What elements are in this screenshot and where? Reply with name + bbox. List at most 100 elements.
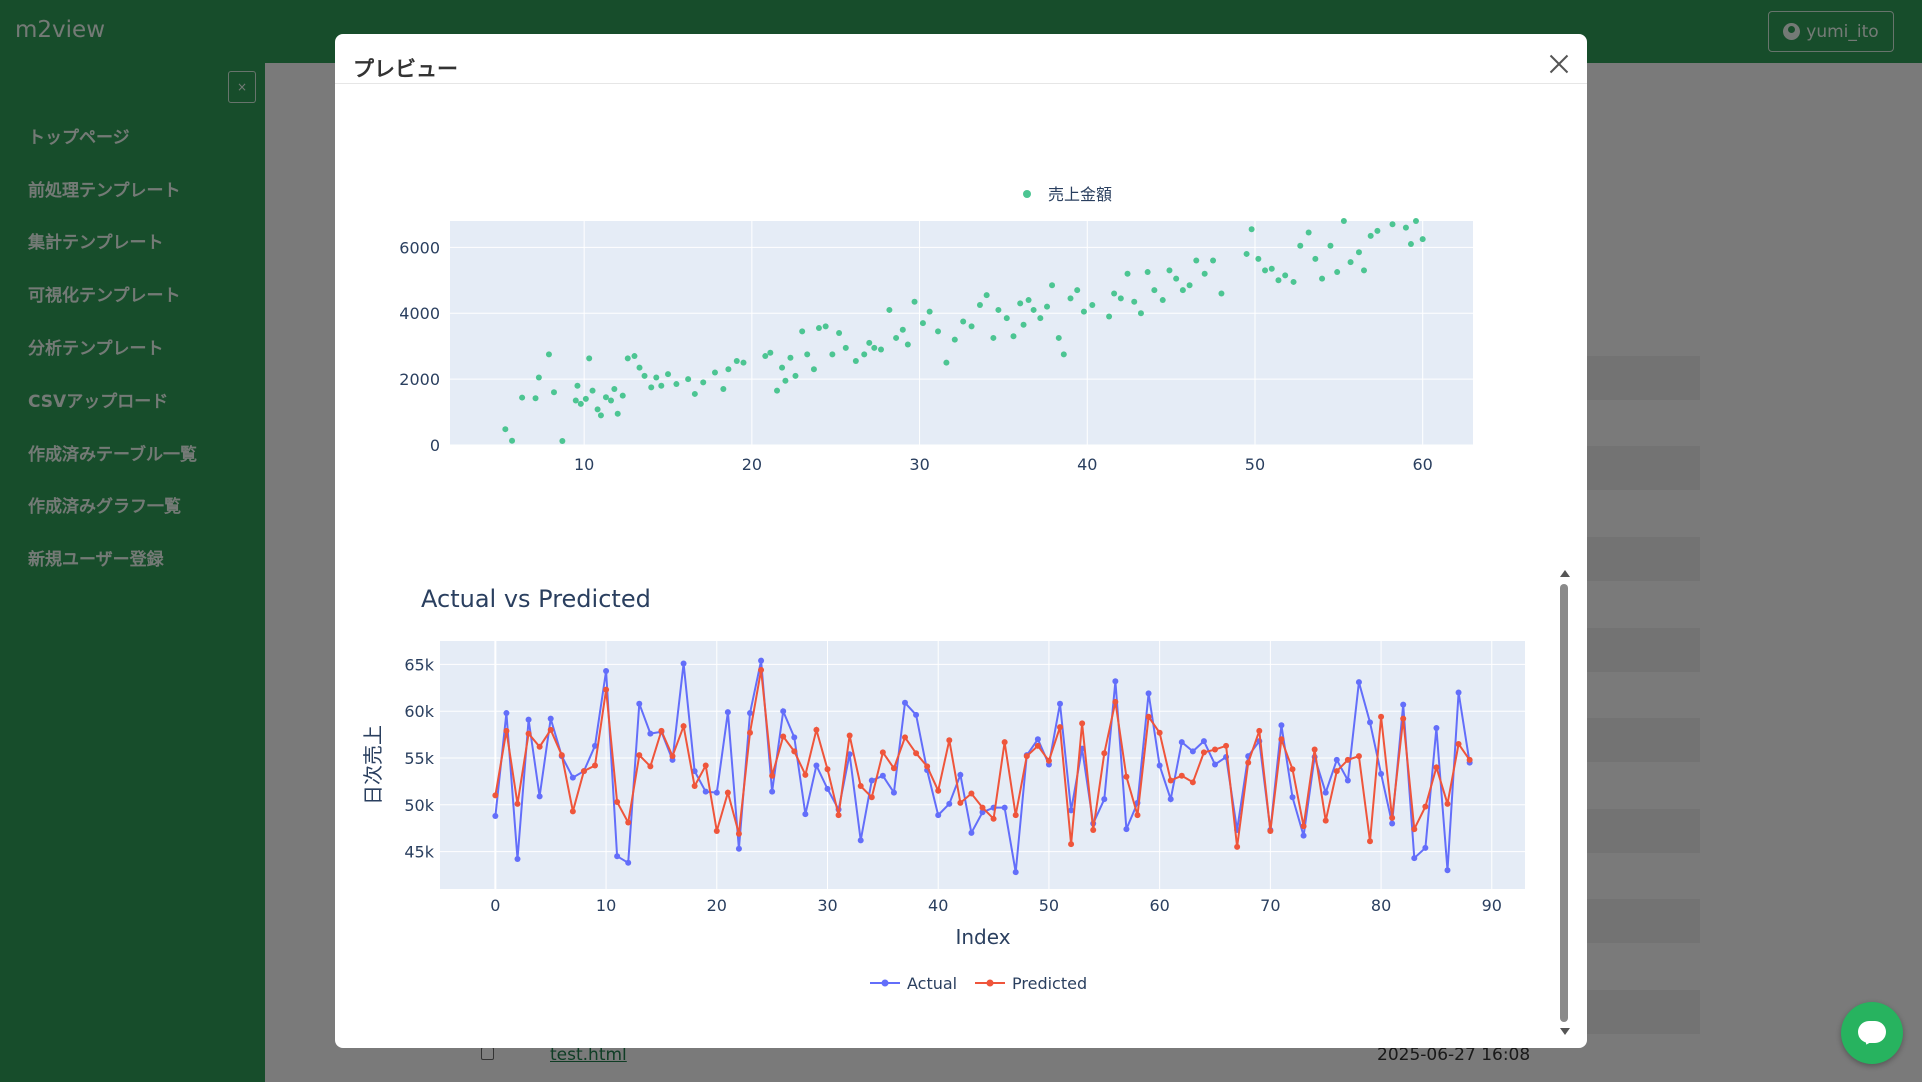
scatter-point — [1334, 269, 1341, 276]
data-point-actual — [824, 785, 831, 792]
data-point-predicted — [658, 727, 665, 734]
x-tick-label: 50 — [1245, 455, 1265, 474]
data-point-actual — [724, 709, 731, 716]
scatter-point — [960, 318, 967, 325]
scatter-point — [1360, 267, 1367, 274]
scatter-point — [1025, 297, 1032, 304]
scatter-point — [1297, 242, 1304, 249]
scatter-legend[interactable]: 売上金額 — [1023, 185, 1112, 204]
scatter-point — [951, 336, 958, 343]
scatter-point — [673, 381, 680, 388]
scatter-point — [990, 334, 997, 341]
data-point-actual — [1411, 855, 1418, 862]
scatter-y-ticks: 0 2000 4000 6000 — [399, 238, 440, 455]
data-point-actual — [614, 853, 621, 860]
data-point-predicted — [747, 729, 753, 736]
data-point-predicted — [1378, 713, 1385, 720]
scatter-point — [1210, 257, 1217, 264]
data-point-actual — [1123, 826, 1130, 833]
scatter-point — [545, 351, 552, 358]
data-point-predicted — [1422, 803, 1429, 810]
data-point-predicted — [592, 762, 598, 769]
data-point-predicted — [857, 783, 864, 790]
scroll-down-arrow-icon[interactable] — [1560, 1028, 1570, 1035]
data-point-actual — [536, 793, 543, 800]
scatter-point — [1044, 303, 1051, 310]
scatter-point — [878, 346, 885, 353]
legend-item-predicted[interactable]: Predicted — [975, 974, 1087, 993]
y-tick-label: 65k — [404, 655, 434, 674]
scatter-point — [810, 366, 817, 373]
scroll-up-arrow-icon[interactable] — [1560, 570, 1570, 577]
data-point-predicted — [1090, 827, 1097, 834]
chat-button[interactable] — [1841, 1002, 1903, 1064]
data-point-predicted — [791, 748, 798, 755]
scatter-point — [1060, 351, 1067, 358]
data-point-actual — [1389, 820, 1396, 827]
scatter-point — [1262, 267, 1269, 274]
scatter-legend-marker — [1023, 190, 1031, 198]
y-tick-label: 0 — [430, 436, 440, 455]
scatter-point — [787, 354, 794, 361]
scatter-point — [1412, 218, 1419, 224]
scatter-point — [1312, 255, 1319, 262]
data-point-predicted — [702, 762, 709, 769]
scatter-point — [1020, 321, 1027, 328]
scatter-point — [1179, 287, 1186, 294]
scatter-point — [572, 397, 579, 404]
data-point-predicted — [547, 726, 554, 733]
data-point-actual — [935, 812, 942, 819]
preview-charts: 10 20 30 40 50 60 0 2000 4000 6000 売上金額 Actual v… — [361, 185, 1525, 993]
scatter-point — [1186, 282, 1193, 289]
data-point-actual — [1433, 725, 1440, 732]
scatter-point — [559, 438, 566, 445]
scatter-point — [1402, 224, 1409, 231]
scatter-plot-area — [450, 221, 1473, 445]
scatter-point — [899, 326, 906, 333]
data-point-actual — [1322, 789, 1329, 796]
scatter-point — [1255, 255, 1262, 262]
modal-title: プレビュー — [353, 57, 458, 81]
data-point-actual — [1300, 832, 1307, 839]
y-tick-label: 2000 — [399, 370, 440, 389]
line-legend[interactable]: Actual Predicted — [870, 974, 1087, 993]
data-point-predicted — [1267, 827, 1274, 834]
x-tick-label: 20 — [707, 896, 727, 915]
scatter-point — [829, 351, 836, 358]
scatter-point — [665, 371, 672, 378]
legend-item-actual[interactable]: Actual — [870, 974, 957, 993]
scatter-point — [893, 334, 900, 341]
data-point-predicted — [1234, 843, 1241, 850]
scatter-point — [1374, 227, 1381, 234]
data-point-predicted — [614, 798, 621, 805]
data-point-predicted — [1355, 753, 1362, 760]
data-point-predicted — [1256, 727, 1263, 734]
data-point-actual — [1012, 869, 1019, 876]
scatter-point — [866, 339, 873, 346]
data-point-predicted — [1311, 746, 1318, 753]
scatter-grid — [450, 221, 1473, 446]
data-point-predicted — [1367, 838, 1373, 845]
legend-predicted-label: Predicted — [1012, 974, 1087, 993]
data-point-actual — [902, 699, 908, 706]
data-point-predicted — [713, 827, 720, 834]
scatter-point — [1074, 287, 1081, 294]
data-point-predicted — [1223, 742, 1230, 749]
scatter-point — [636, 364, 643, 371]
modal-scrollbar[interactable] — [1557, 570, 1571, 1040]
data-point-predicted — [1212, 746, 1218, 753]
scatter-point — [861, 351, 868, 358]
scatter-point — [1111, 290, 1118, 297]
scatter-point — [804, 351, 811, 358]
data-point-actual — [1444, 867, 1451, 874]
data-point-actual — [979, 809, 986, 816]
scatter-point — [1151, 287, 1158, 294]
scatter-point — [1137, 310, 1144, 317]
data-point-predicted — [492, 792, 499, 799]
scatter-point — [1037, 315, 1044, 322]
scroll-thumb[interactable] — [1560, 584, 1568, 1022]
data-point-predicted — [946, 737, 953, 744]
scatter-point — [1355, 249, 1362, 256]
data-point-predicted — [868, 794, 875, 801]
data-point-actual — [769, 788, 776, 795]
